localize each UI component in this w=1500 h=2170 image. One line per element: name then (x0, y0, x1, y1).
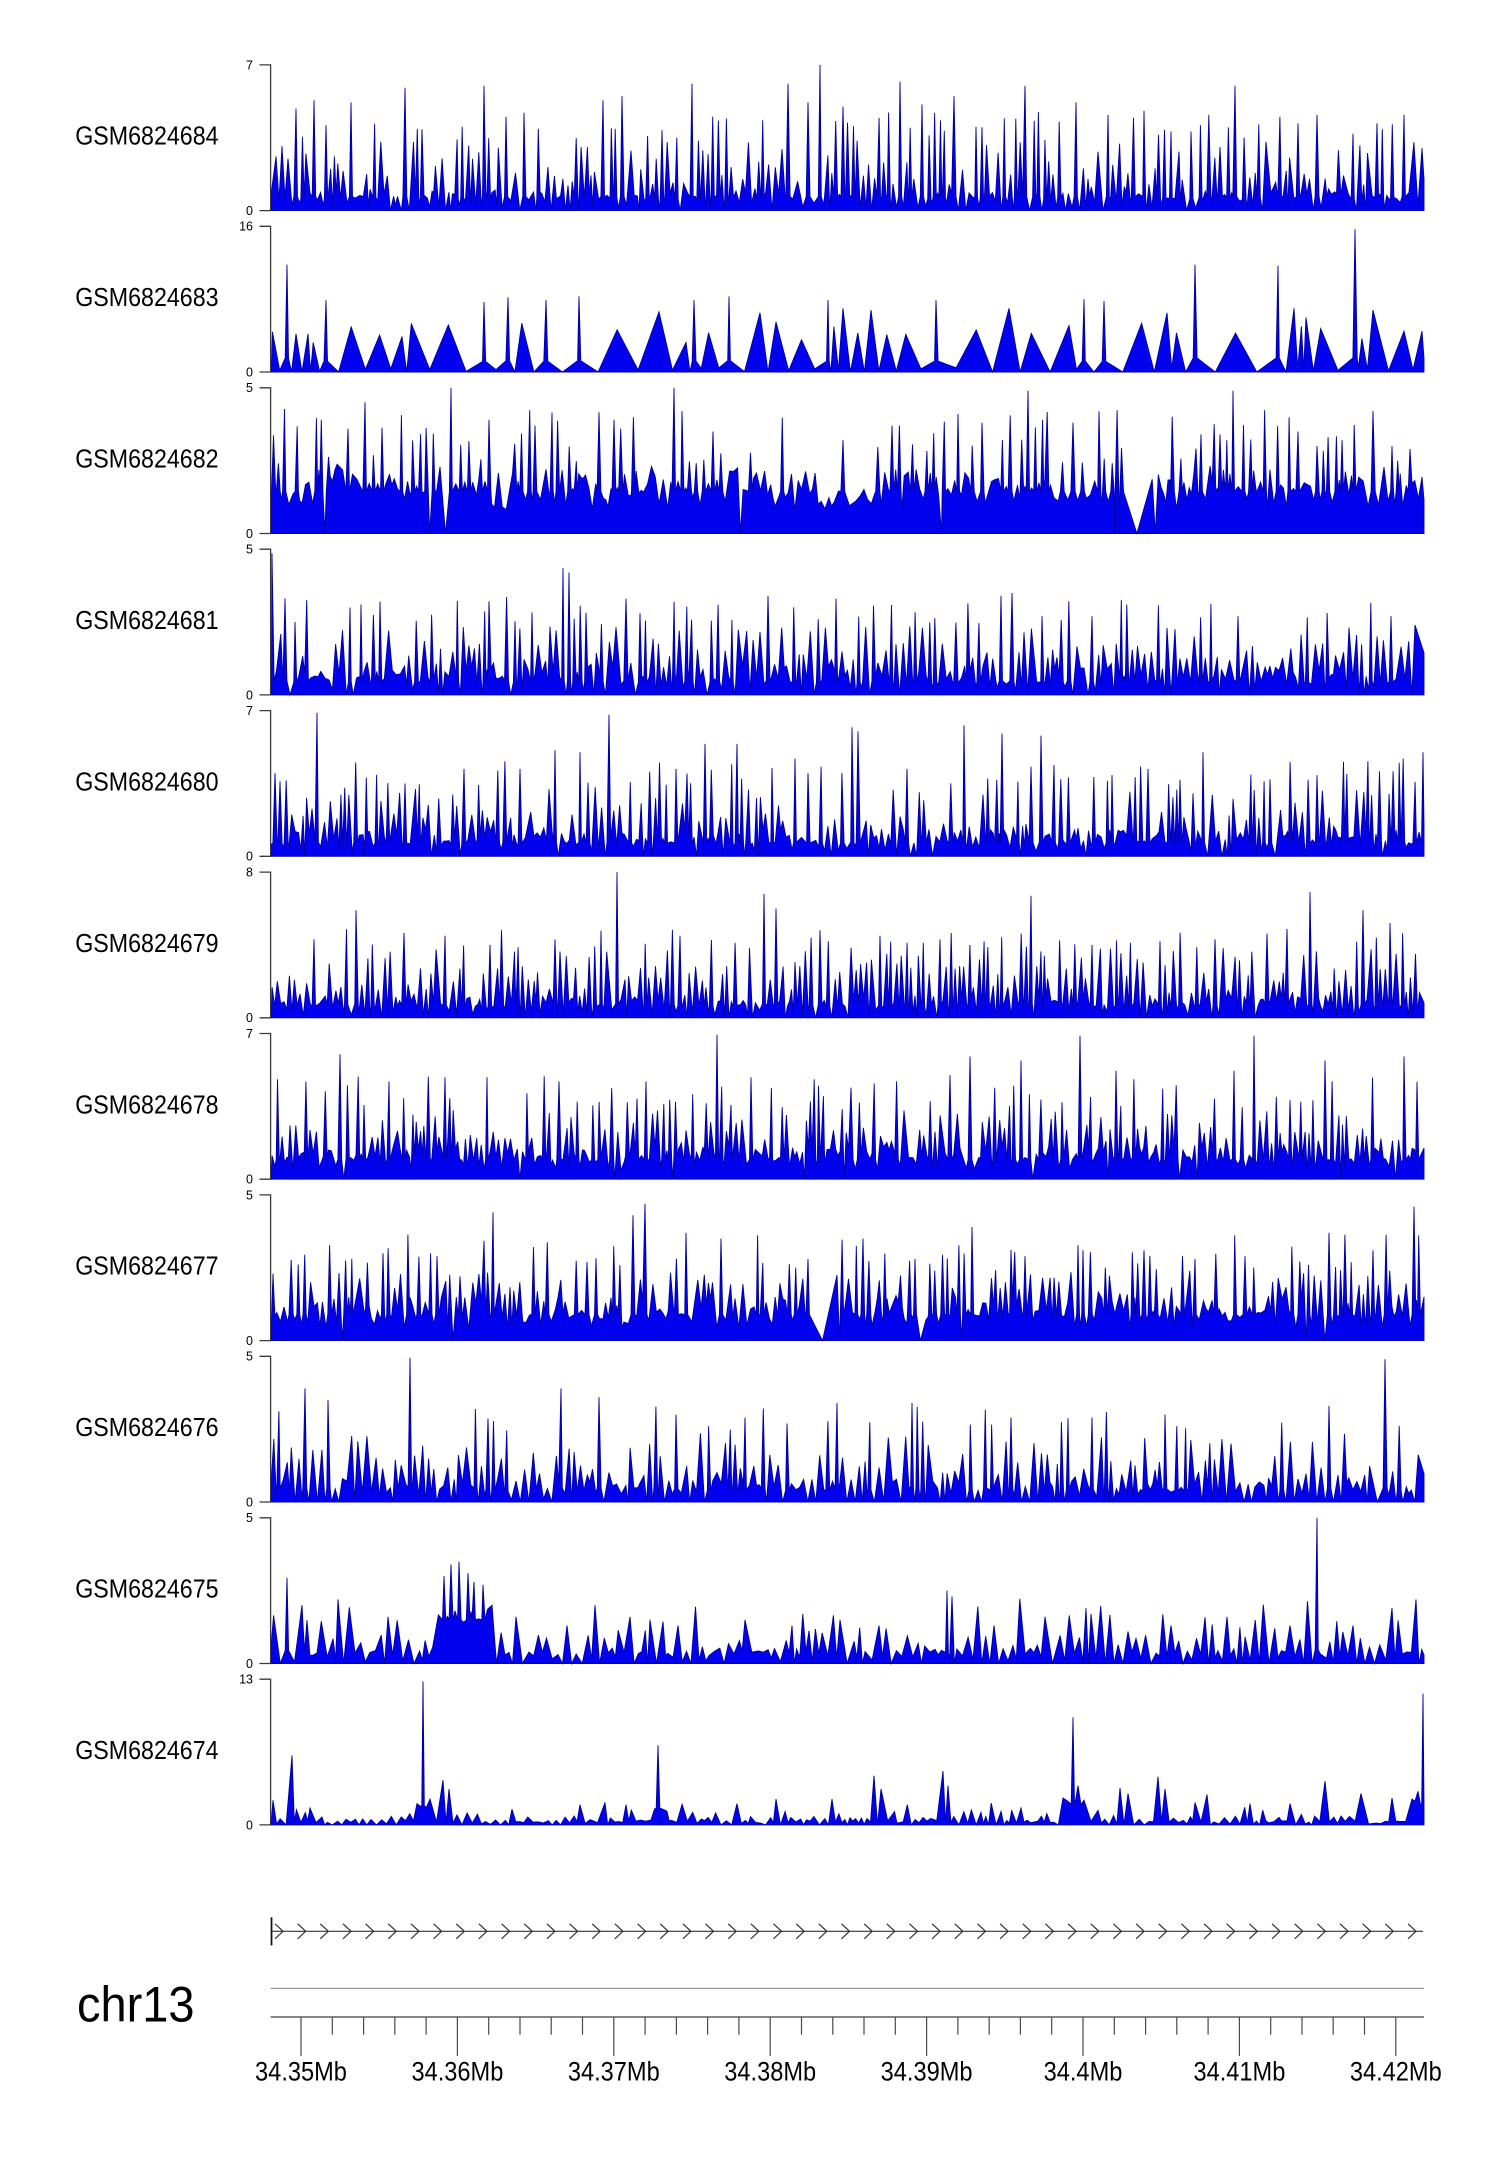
svg-text:0: 0 (246, 527, 253, 541)
svg-text:5: 5 (246, 1511, 253, 1525)
svg-text:0: 0 (246, 204, 253, 218)
svg-text:GSM6824683: GSM6824683 (75, 282, 218, 312)
svg-text:13: 13 (239, 1673, 253, 1687)
svg-text:0: 0 (246, 365, 253, 379)
svg-text:7: 7 (246, 1027, 253, 1041)
svg-text:GSM6824677: GSM6824677 (75, 1251, 218, 1281)
svg-text:34.36Mb: 34.36Mb (411, 2057, 503, 2087)
svg-text:GSM6824679: GSM6824679 (75, 928, 218, 958)
svg-text:0: 0 (246, 1657, 253, 1671)
svg-text:0: 0 (246, 850, 253, 864)
svg-text:GSM6824678: GSM6824678 (75, 1089, 218, 1119)
svg-text:0: 0 (246, 1011, 253, 1025)
svg-text:5: 5 (246, 543, 253, 557)
svg-text:8: 8 (246, 866, 253, 880)
svg-text:0: 0 (246, 1334, 253, 1348)
svg-text:chr13: chr13 (77, 1976, 195, 2032)
svg-text:0: 0 (246, 1495, 253, 1509)
svg-text:34.38Mb: 34.38Mb (724, 2057, 816, 2087)
svg-text:0: 0 (246, 688, 253, 702)
svg-text:GSM6824682: GSM6824682 (75, 444, 218, 474)
svg-text:GSM6824676: GSM6824676 (75, 1412, 218, 1442)
svg-text:34.35Mb: 34.35Mb (255, 2057, 347, 2087)
svg-text:7: 7 (246, 58, 253, 72)
svg-text:34.39Mb: 34.39Mb (881, 2057, 973, 2087)
svg-text:34.37Mb: 34.37Mb (568, 2057, 660, 2087)
svg-text:5: 5 (246, 381, 253, 395)
svg-text:0: 0 (246, 1173, 253, 1187)
svg-text:7: 7 (246, 704, 253, 718)
svg-text:5: 5 (246, 1350, 253, 1364)
svg-text:34.41Mb: 34.41Mb (1193, 2057, 1285, 2087)
svg-text:5: 5 (246, 1188, 253, 1202)
svg-text:GSM6824674: GSM6824674 (75, 1735, 218, 1765)
svg-text:GSM6824675: GSM6824675 (75, 1574, 218, 1604)
svg-text:16: 16 (239, 220, 253, 234)
svg-text:34.4Mb: 34.4Mb (1044, 2057, 1123, 2087)
svg-text:0: 0 (246, 1818, 253, 1832)
svg-text:34.42Mb: 34.42Mb (1350, 2057, 1442, 2087)
svg-text:GSM6824684: GSM6824684 (75, 121, 218, 151)
svg-text:GSM6824681: GSM6824681 (75, 605, 218, 635)
svg-text:GSM6824680: GSM6824680 (75, 766, 218, 796)
